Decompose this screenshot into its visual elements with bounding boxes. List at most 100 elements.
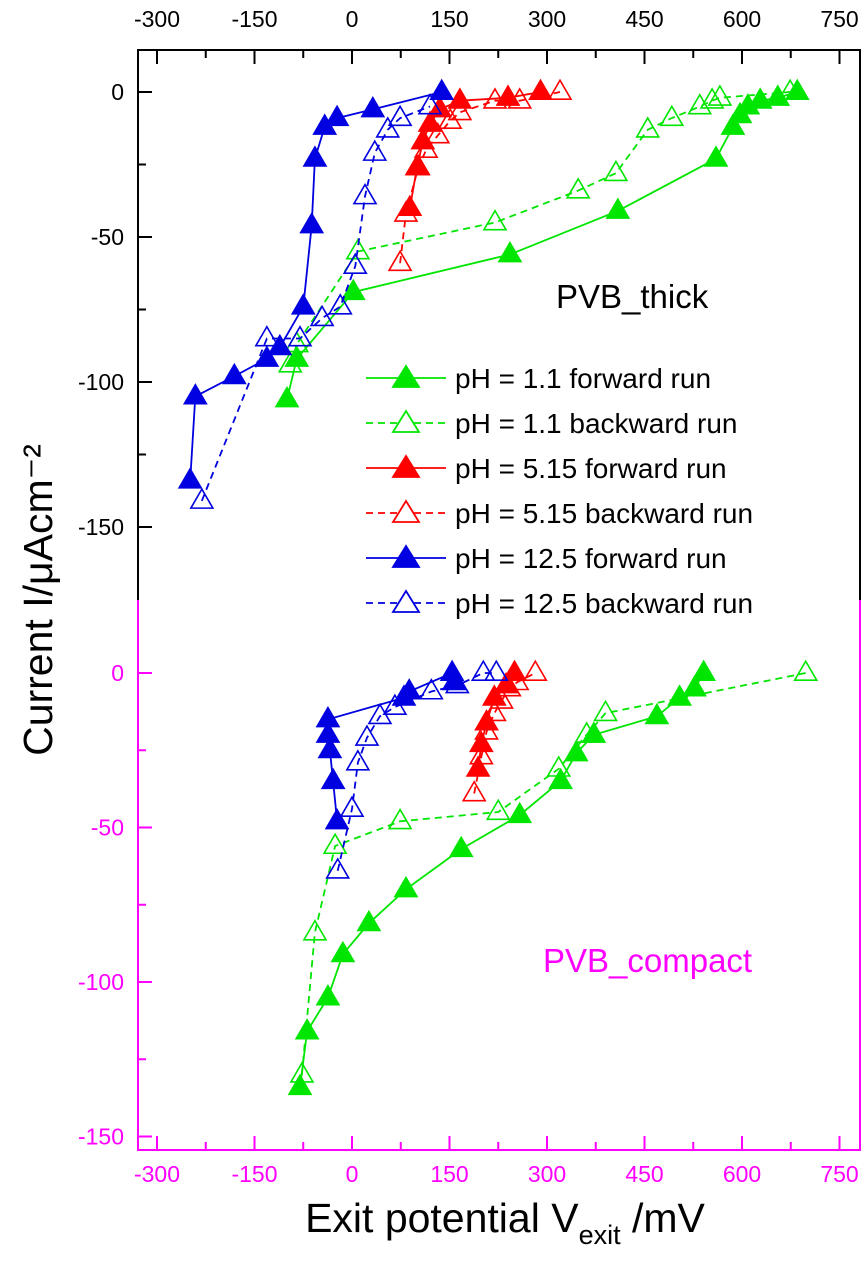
top-panel-pvb-thick: -300 -150 0 150 300 450 600 750 0 -50 -100 -150 bbox=[78, 6, 861, 600]
legend-item: pH = 5.15 forward run bbox=[366, 453, 727, 484]
data-point bbox=[277, 351, 303, 373]
data-point bbox=[468, 730, 494, 753]
data-point bbox=[635, 116, 661, 138]
legend-item: pH = 12.5 forward run bbox=[366, 543, 727, 574]
y-tick-label: -150 bbox=[78, 1124, 124, 1150]
bottom-panel-pvb-compact: -300 -150 0 150 300 450 600 750 0 -50 -100 -150 bbox=[78, 600, 861, 1187]
data-point bbox=[703, 145, 729, 167]
x-tick-label: 0 bbox=[346, 1161, 359, 1187]
x-tick-label: 450 bbox=[625, 6, 663, 32]
data-point bbox=[327, 293, 353, 315]
legend-item: pH = 12.5 backward run bbox=[366, 588, 753, 619]
y-tick-label: 0 bbox=[111, 660, 124, 686]
data-point bbox=[315, 984, 341, 1006]
x-tick-label: 750 bbox=[820, 6, 858, 32]
data-point bbox=[659, 104, 685, 127]
data-point bbox=[699, 87, 725, 109]
data-point bbox=[299, 212, 325, 234]
series-ph-12-5-forward-run bbox=[315, 659, 467, 830]
panel-label-thick: PVB_thick bbox=[556, 278, 709, 315]
data-point bbox=[547, 78, 573, 101]
data-point bbox=[447, 98, 473, 121]
series-ph-5-15-backward-run bbox=[387, 78, 573, 272]
data-point bbox=[396, 678, 422, 700]
legend-marker-icon bbox=[391, 454, 421, 478]
x-tick-label: 150 bbox=[430, 1161, 468, 1187]
data-point bbox=[461, 780, 487, 802]
legend-label: pH = 1.1 forward run bbox=[455, 363, 711, 394]
data-point bbox=[691, 659, 717, 682]
legend-marker-icon bbox=[391, 499, 421, 523]
data-point bbox=[362, 139, 388, 161]
x-axis-label-sub: exit bbox=[579, 1220, 622, 1250]
data-point bbox=[417, 93, 443, 115]
data-point bbox=[340, 278, 366, 301]
series-ph-5-15-backward-run bbox=[461, 659, 548, 802]
series-line bbox=[301, 672, 806, 1075]
y-axis-label: Current I/μAcm⁻² bbox=[15, 444, 61, 756]
legend-marker-icon bbox=[391, 544, 421, 568]
data-point bbox=[483, 659, 509, 682]
y-tick-label: -150 bbox=[78, 514, 124, 540]
x-tick-label: 300 bbox=[528, 6, 566, 32]
data-point bbox=[482, 87, 508, 109]
legend-marker-icon bbox=[391, 589, 421, 613]
data-point bbox=[563, 739, 589, 762]
data-point bbox=[290, 293, 316, 315]
data-point bbox=[221, 362, 247, 385]
series-ph-12-5-backward-run bbox=[325, 659, 509, 879]
data-point bbox=[470, 659, 496, 682]
x-tick-label: 0 bbox=[346, 6, 359, 32]
data-point bbox=[548, 767, 574, 790]
x-tick-label: 300 bbox=[528, 1161, 566, 1187]
data-point bbox=[254, 345, 280, 367]
data-point bbox=[427, 96, 453, 118]
data-point bbox=[603, 159, 629, 182]
data-point bbox=[482, 209, 508, 231]
data-point bbox=[489, 687, 514, 709]
data-point bbox=[342, 252, 368, 275]
y-tick-label: -50 bbox=[91, 224, 124, 250]
data-point bbox=[474, 718, 499, 740]
data-point bbox=[330, 940, 356, 963]
x-tick-label: 750 bbox=[820, 1161, 858, 1187]
data-point bbox=[324, 104, 350, 127]
legend-label: pH = 5.15 backward run bbox=[455, 498, 753, 529]
data-point bbox=[504, 668, 530, 691]
data-point bbox=[322, 832, 348, 855]
data-point bbox=[317, 736, 343, 759]
x-tick-label: -150 bbox=[231, 1161, 277, 1187]
series-line bbox=[289, 91, 791, 365]
x-tick-label: -300 bbox=[134, 1161, 180, 1187]
data-point bbox=[593, 699, 618, 722]
data-point bbox=[387, 249, 413, 272]
series-ph-12-5-backward-run bbox=[189, 93, 443, 509]
data-point bbox=[546, 755, 572, 777]
data-point bbox=[315, 705, 341, 728]
data-point bbox=[387, 104, 413, 127]
data-point bbox=[375, 116, 401, 138]
data-point bbox=[707, 84, 733, 106]
data-point bbox=[447, 87, 473, 109]
data-point bbox=[393, 875, 419, 898]
data-point bbox=[468, 743, 494, 765]
legend-marker-icon bbox=[391, 364, 421, 388]
series-ph-1-1-forward-run bbox=[287, 659, 717, 1096]
legend-item: pH = 1.1 backward run bbox=[366, 408, 738, 439]
data-point bbox=[485, 798, 511, 821]
data-point bbox=[325, 857, 351, 879]
y-tick-label: -100 bbox=[78, 969, 124, 995]
data-point bbox=[496, 675, 522, 697]
data-point bbox=[339, 795, 365, 817]
x-tick-label: 150 bbox=[430, 6, 468, 32]
data-point bbox=[294, 1018, 320, 1040]
data-point bbox=[605, 197, 631, 219]
data-point bbox=[387, 807, 413, 830]
data-point bbox=[177, 467, 203, 489]
data-point bbox=[405, 154, 431, 176]
x-axis-label: Exit potential Vexit /mV bbox=[305, 1195, 705, 1250]
data-point bbox=[189, 487, 215, 509]
data-point bbox=[481, 699, 507, 722]
data-point bbox=[765, 84, 791, 106]
